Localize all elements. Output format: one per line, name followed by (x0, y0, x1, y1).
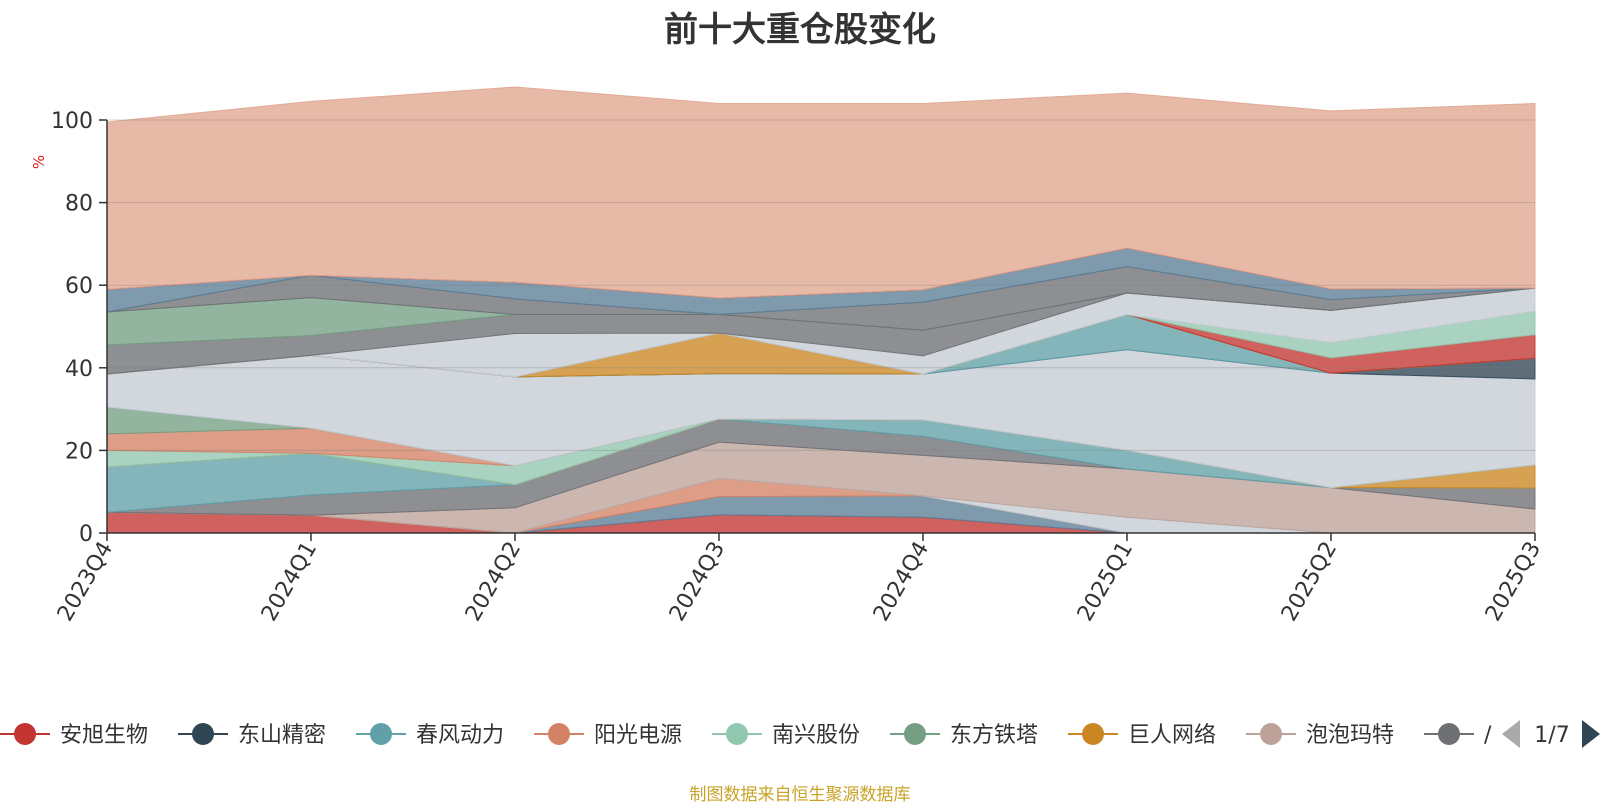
legend-item[interactable]: 东山精密 (178, 723, 326, 748)
legend-label: 春风动力 (416, 723, 504, 748)
legend-label: 南兴股份 (772, 723, 860, 748)
legend-item[interactable]: 巨人网络 (1068, 723, 1216, 748)
legend-item[interactable]: / (1424, 723, 1492, 748)
legend-item[interactable]: 泡泡玛特 (1246, 723, 1394, 748)
legend-label: 阳光电源 (594, 723, 682, 748)
legend-item[interactable]: 安旭生物 (0, 723, 148, 748)
x-tick-label: 2024Q4 (869, 538, 934, 626)
legend-marker (726, 723, 748, 745)
legend-label: 巨人网络 (1128, 723, 1216, 748)
grid-lines (107, 119, 1535, 451)
legend-item[interactable]: 东方铁塔 (890, 723, 1038, 748)
legend-marker (548, 723, 570, 745)
source-note: 制图数据来自恒生聚源数据库 (689, 785, 911, 805)
legend-marker (1438, 723, 1460, 745)
legend-next-icon[interactable] (1582, 720, 1600, 748)
x-tick-label: 2025Q1 (1073, 538, 1138, 626)
area-series-group (106, 86, 1536, 534)
legend-marker (370, 723, 392, 745)
legend-label: / (1484, 723, 1492, 748)
legend-label: 泡泡玛特 (1306, 723, 1394, 748)
y-tick-label: 60 (65, 274, 93, 299)
y-tick-label: 20 (65, 439, 93, 464)
x-tick-label: 2024Q1 (257, 538, 322, 626)
x-tick-label: 2023Q4 (53, 538, 118, 626)
x-tick-label: 2024Q2 (461, 538, 526, 626)
x-tick-label: 2024Q3 (665, 538, 730, 626)
legend-marker (904, 723, 926, 745)
legend-item[interactable]: 阳光电源 (534, 723, 682, 748)
x-tick-label: 2025Q2 (1277, 538, 1342, 626)
area-series-23[interactable] (106, 86, 1536, 299)
legend-marker (14, 723, 36, 745)
y-tick-label: 40 (65, 357, 93, 382)
y-axis-unit: % (30, 155, 48, 169)
legend-item[interactable]: 春风动力 (356, 723, 504, 748)
y-tick-label: 100 (51, 109, 93, 134)
legend-label: 东方铁塔 (950, 723, 1038, 748)
legend-item[interactable]: 南兴股份 (712, 723, 860, 748)
x-tick-label: 2025Q3 (1481, 538, 1546, 626)
legend-page-indicator: 1/7 (1534, 723, 1569, 748)
legend-marker (1260, 723, 1282, 745)
legend-marker (192, 723, 214, 745)
legend-label: 安旭生物 (60, 723, 148, 748)
legend-label: 东山精密 (238, 723, 326, 748)
legend-marker (1082, 723, 1104, 745)
y-tick-label: 0 (79, 522, 93, 547)
legend-prev-icon[interactable] (1502, 720, 1520, 748)
chart-title: 前十大重仓股变化 (664, 10, 936, 50)
y-tick-label: 80 (65, 192, 93, 217)
legend[interactable]: 安旭生物 东山精密 春风动力 阳光电源 南兴股份 东方铁塔 巨人网络 泡泡玛特 / 1/7 (0, 720, 1600, 748)
